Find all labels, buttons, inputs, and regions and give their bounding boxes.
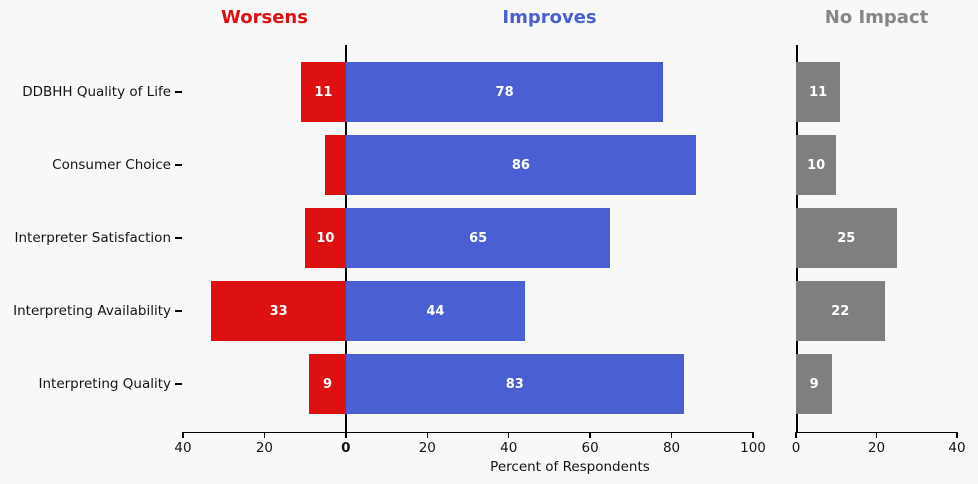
main-plot-area: 11 10 33 9 78 86 65 44 83: [183, 45, 753, 433]
x-tick-mark: [875, 432, 878, 438]
x-tick-label: 80: [662, 440, 681, 456]
bar-improves-0: 78: [345, 62, 664, 122]
y-tick-mark: [175, 383, 182, 385]
category-label: Interpreting Availability: [13, 303, 171, 319]
bar-value-label: 9: [809, 376, 819, 392]
bar-value-label: 10: [807, 157, 826, 173]
no-impact-plot-area: 11 10 25 22 9: [796, 45, 957, 433]
x-tick-mark: [795, 432, 797, 438]
x-tick-label: 40: [500, 440, 518, 456]
x-tick-mark: [263, 432, 266, 438]
bar-value-label: 83: [505, 376, 524, 392]
bar-worsens-3: 33: [211, 281, 346, 341]
bar-value-label: 78: [495, 84, 514, 100]
bar-improves-2: 65: [345, 208, 611, 268]
worsens-column-title: Worsens: [221, 7, 308, 28]
bar-improves-4: 83: [345, 354, 684, 414]
bar-value-label: 86: [511, 157, 530, 173]
x-tick-mark: [589, 432, 591, 438]
bar-value-label: 65: [469, 230, 488, 246]
bar-no-impact-3: 22: [796, 281, 885, 341]
y-tick-mark: [175, 310, 182, 312]
bar-value-label: 33: [269, 303, 288, 319]
x-tick-mark: [182, 432, 184, 438]
bar-improves-1: 86: [345, 135, 696, 195]
x-tick-mark: [956, 432, 958, 438]
bar-value-label: 22: [831, 303, 850, 319]
y-tick-mark: [175, 237, 182, 239]
x-tick-label: 0: [791, 440, 801, 456]
bar-value-label: 25: [837, 230, 856, 246]
x-tick-label: 20: [867, 440, 886, 456]
x-tick-label: 60: [581, 440, 599, 456]
x-tick-mark: [426, 432, 428, 438]
x-tick-label: 100: [740, 440, 766, 456]
bar-no-impact-1: 10: [796, 135, 837, 195]
x-tick-label: 40: [948, 440, 966, 456]
x-tick-label: 20: [255, 440, 274, 456]
bar-no-impact-0: 11: [796, 62, 841, 122]
bar-value-label: 9: [322, 376, 332, 392]
category-label: Consumer Choice: [52, 157, 171, 173]
x-tick-mark: [670, 432, 673, 438]
improves-column-title: Improves: [502, 7, 597, 28]
bar-value-label: 44: [426, 303, 445, 319]
y-tick-mark: [175, 164, 182, 166]
category-label: DDBHH Quality of Life: [22, 84, 171, 100]
bar-value-label: 11: [314, 84, 333, 100]
x-tick-mark: [345, 432, 347, 438]
category-label: Interpreting Quality: [38, 376, 171, 392]
x-tick-label: 20: [418, 440, 436, 456]
x-tick-label: 0: [341, 440, 351, 456]
bar-value-label: 11: [809, 84, 828, 100]
x-tick-mark: [752, 432, 754, 438]
bar-no-impact-4: 9: [796, 354, 833, 414]
bar-worsens-2: 10: [305, 208, 346, 268]
x-axis-label: Percent of Respondents: [490, 459, 650, 475]
category-label: Interpreter Satisfaction: [14, 230, 171, 246]
bar-worsens-4: 9: [309, 354, 346, 414]
bar-no-impact-2: 25: [796, 208, 897, 268]
no-impact-column-title: No Impact: [824, 7, 929, 28]
x-tick-mark: [508, 432, 510, 438]
bar-worsens-1: [325, 135, 346, 195]
x-tick-label: 40: [174, 440, 192, 456]
bar-worsens-0: 11: [301, 62, 346, 122]
bar-improves-3: 44: [345, 281, 525, 341]
bar-value-label: 10: [316, 230, 335, 246]
y-tick-mark: [175, 91, 182, 93]
